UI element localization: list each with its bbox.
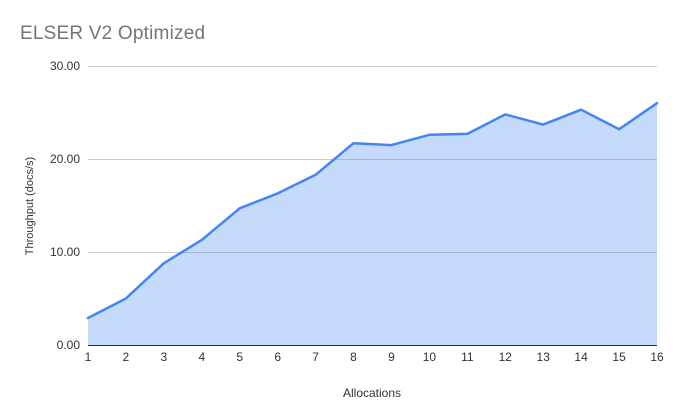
series-line xyxy=(86,101,659,320)
x-tick-label-5: 5 xyxy=(236,350,243,364)
y-tick-label-10.00: 10.00 xyxy=(50,245,80,259)
x-tick-label-13: 13 xyxy=(537,350,551,364)
x-tick-label-16: 16 xyxy=(650,350,664,364)
x-tick-label-10: 10 xyxy=(423,350,437,364)
x-tick-label-3: 3 xyxy=(161,350,168,364)
x-tick-label-8: 8 xyxy=(350,350,357,364)
y-tick-label-20.00: 20.00 xyxy=(50,152,80,166)
x-tick-label-6: 6 xyxy=(274,350,281,364)
x-tick-label-7: 7 xyxy=(312,350,319,364)
x-tick-label-4: 4 xyxy=(198,350,205,364)
x-tick-label-14: 14 xyxy=(574,350,588,364)
x-tick-label-11: 11 xyxy=(461,350,474,364)
x-tick-label-12: 12 xyxy=(499,350,513,364)
area-fill xyxy=(88,103,657,345)
x-tick-label-1: 1 xyxy=(85,350,92,364)
x-tick-label-15: 15 xyxy=(612,350,626,364)
y-tick-label-0.00: 0.00 xyxy=(57,338,81,352)
y-tick-label-30.00: 30.00 xyxy=(50,59,80,73)
chart-title: ELSER V2 Optimized xyxy=(20,23,206,44)
x-tick-label-9: 9 xyxy=(388,350,395,364)
x-tick-label-2: 2 xyxy=(123,350,130,364)
x-axis-title: Allocations xyxy=(342,386,402,400)
